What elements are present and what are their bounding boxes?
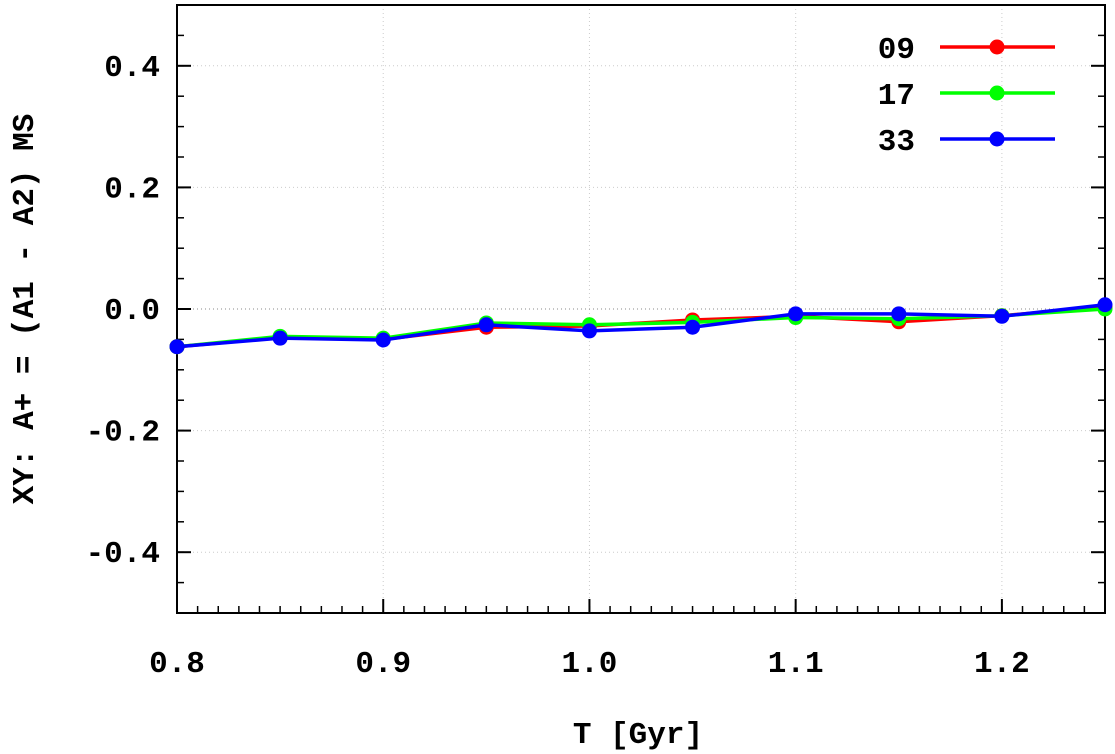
data-point-33 [685,319,701,335]
legend-label-09: 09 [878,33,915,68]
series-line-33 [176,303,1106,349]
y-axis-label: XY: A+ = (A1 - A2) MS [8,114,43,505]
y-tick-label: -0.2 [86,416,160,451]
x-axis-label: T [Gyr] [573,718,703,753]
data-point-33 [272,330,288,346]
x-tick-label: 1.1 [768,647,824,682]
legend-marker-33 [989,131,1005,147]
legend-label-17: 17 [878,79,915,114]
data-point-33 [478,317,494,333]
data-point-33 [788,306,804,322]
legend: 09 17 33 [878,33,1055,160]
legend-marker-17 [989,85,1005,101]
data-point-33 [169,339,185,355]
data-point-33 [994,308,1010,324]
y-tick-label: 0.0 [104,294,160,329]
series-line-17 [176,307,1106,349]
x-tick-label: 1.2 [974,647,1030,682]
series-line-09 [176,305,1106,349]
legend-label-33: 33 [878,125,915,160]
data-point-33 [1097,297,1113,313]
data-point-33 [375,332,391,348]
y-tick-label: 0.2 [104,172,160,207]
data-point-33 [581,323,597,339]
y-tick-label: -0.4 [86,537,160,572]
data-point-33 [891,306,907,322]
x-tick-label: 0.9 [355,647,411,682]
grid [176,5,1105,613]
legend-marker-09 [989,39,1005,55]
series [169,297,1113,355]
x-tick-label: 1.0 [562,647,618,682]
y-tick-label: 0.4 [104,51,160,86]
axes: 0.8 0.9 1.0 1.1 1.2 -0.4 -0.2 0.0 0.2 0.4 [86,4,1106,682]
x-tick-label: 0.8 [149,647,205,682]
